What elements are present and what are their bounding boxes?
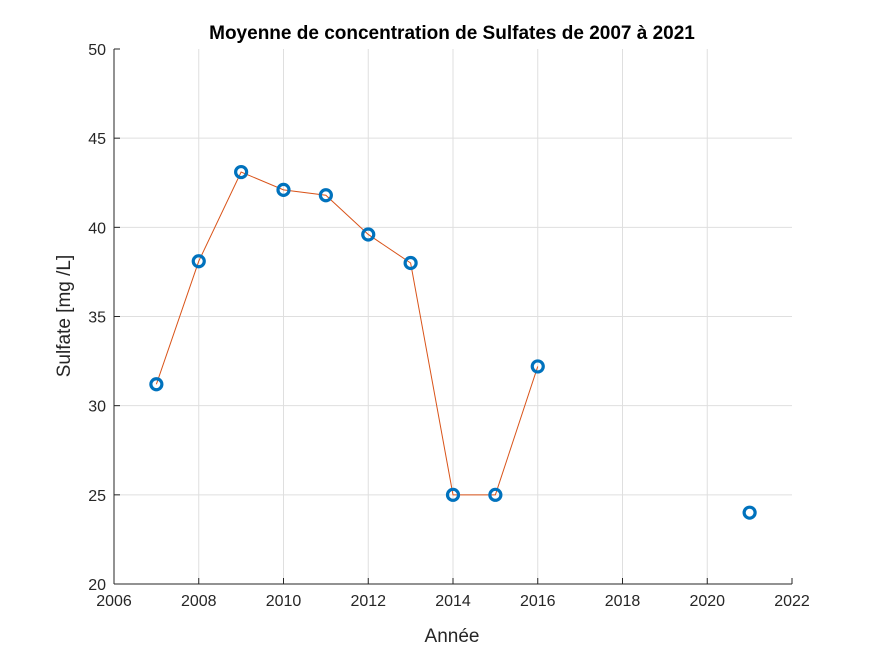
data-line-layer (155, 171, 539, 496)
axis-ticks: 2006 2008 2010 2012 2014 2016 2018 2020 2022 20 25… (88, 42, 810, 610)
x-tick-label: 2016 (520, 593, 556, 610)
y-axis-label: Sulfate [mg /L] (54, 255, 75, 378)
x-tick-label: 2008 (181, 593, 217, 610)
y-tick-label: 35 (88, 310, 106, 327)
data-point-marker (403, 255, 418, 271)
plot-area: 2006 2008 2010 2012 2014 2016 2018 2020 2022 20 25… (88, 42, 810, 610)
chart-title: Moyenne de concentration de Sulfates de … (209, 23, 695, 44)
x-tick-label: 2018 (605, 593, 641, 610)
x-tick-label: 2020 (689, 593, 725, 610)
data-point-marker (191, 254, 206, 269)
data-marker-layer (149, 164, 757, 520)
x-tick-label: 2022 (774, 593, 810, 610)
y-tick-label: 45 (88, 131, 106, 148)
data-point-marker (234, 164, 249, 180)
data-point-marker (361, 227, 376, 242)
x-tick-label: 2010 (266, 593, 302, 610)
sulfate-trend-line (155, 171, 539, 496)
y-tick-label: 30 (88, 399, 106, 416)
y-tick-label: 50 (88, 42, 106, 59)
data-point-marker (276, 182, 291, 197)
data-point-marker (530, 359, 545, 374)
x-tick-label: 2012 (350, 593, 386, 610)
y-tick-label: 25 (88, 488, 106, 505)
data-point-marker (149, 377, 164, 392)
x-tick-label: 2006 (96, 593, 132, 610)
data-point-marker (318, 188, 333, 203)
y-tick-label: 20 (88, 577, 106, 594)
data-point-marker (445, 487, 461, 502)
y-tick-label: 40 (88, 220, 106, 237)
data-point-marker (488, 487, 503, 502)
x-axis-label: Année (425, 626, 480, 647)
data-point-marker (742, 505, 757, 520)
x-tick-label: 2014 (435, 593, 471, 610)
